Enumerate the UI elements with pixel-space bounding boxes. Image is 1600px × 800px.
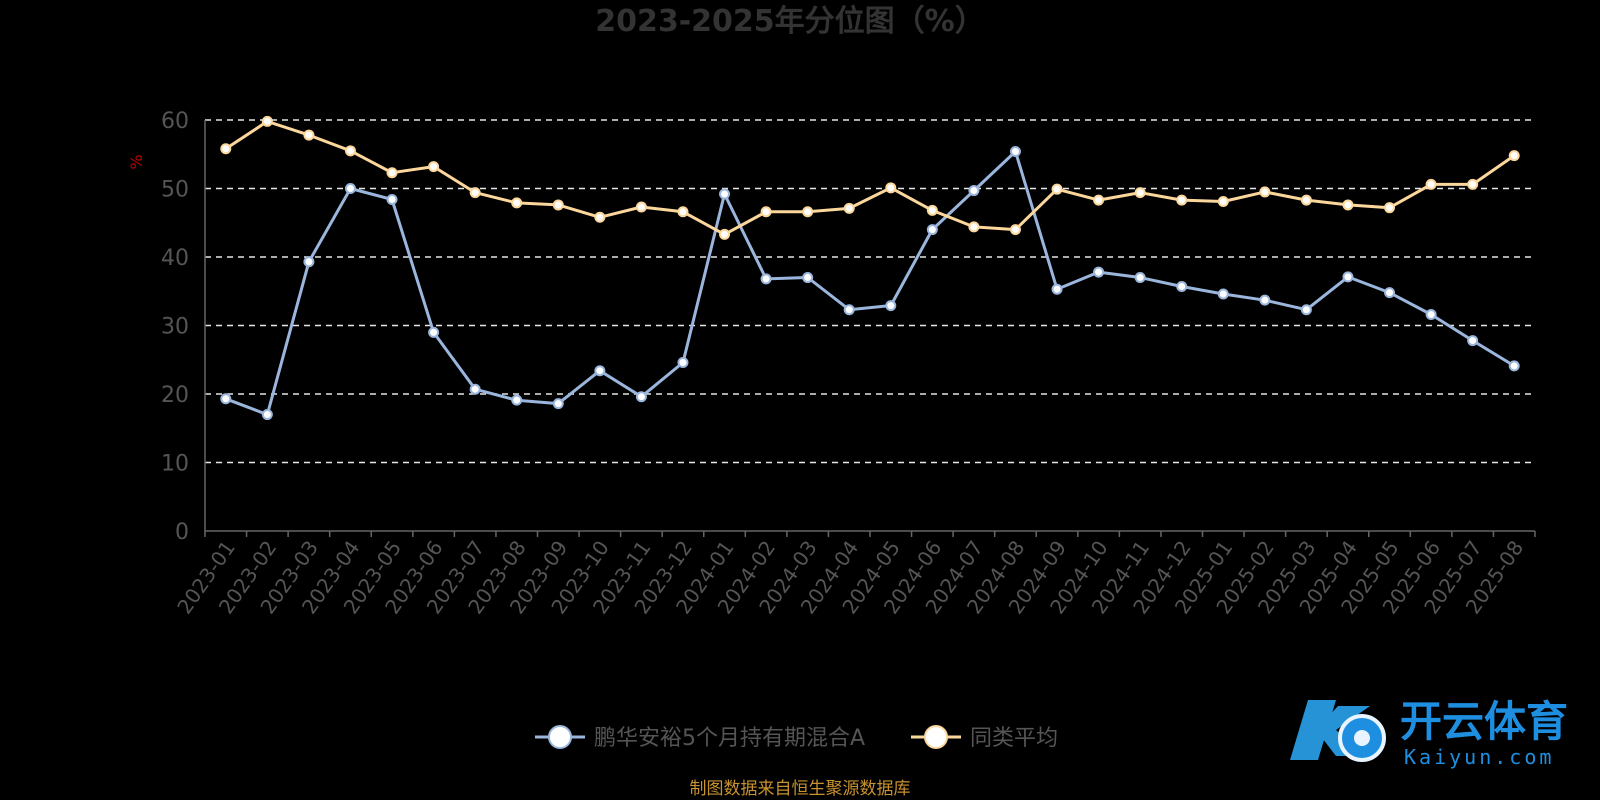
data-point [261,409,273,421]
legend: 鹏华安裕5个月持有期混合A 同类平均 [535,725,1058,751]
data-point [760,206,772,218]
y-tick-label: 10 [161,452,189,477]
data-point [843,202,855,214]
data-point [885,182,897,194]
data-point [344,145,356,157]
data-point [1217,288,1229,300]
data-point [386,167,398,179]
data-point [511,197,523,209]
data-point [802,206,814,218]
data-point [594,211,606,223]
data-point [1384,202,1396,214]
series-layer [220,115,1520,421]
legend-item-2: 同类平均 [911,725,1058,751]
series-line [224,119,1516,236]
data-point [1342,199,1354,211]
data-point [677,206,689,218]
legend-item-1: 鹏华安裕5个月持有期混合A [535,725,865,751]
data-point [802,272,814,284]
data-point [1508,360,1520,372]
data-point [1093,266,1105,278]
data-point [719,228,731,240]
data-point [1009,224,1021,236]
legend-label: 同类平均 [970,726,1058,751]
data-point [1176,194,1188,206]
series-2 [220,115,1520,240]
data-point [968,185,980,197]
data-point [1508,150,1520,162]
data-point [1176,280,1188,292]
data-point [303,256,315,268]
data-point [926,224,938,236]
data-point [552,398,564,410]
watermark-logo: 开云体育 Kaiyun.com [1290,697,1568,769]
data-point [1051,283,1063,295]
data-point [552,199,564,211]
data-point [968,221,980,233]
data-point [1342,271,1354,283]
data-point [1134,272,1146,284]
data-point [511,394,523,406]
data-point [1425,309,1437,321]
legend-marker [548,725,572,749]
y-tick-label: 50 [161,178,189,203]
legend-marker [924,725,948,749]
axes: 01020304050602023-012023-022023-032023-0… [161,109,1536,618]
grid-lines [205,119,1535,464]
data-point [1134,187,1146,199]
data-point [428,326,440,338]
data-point [594,365,606,377]
data-point [344,183,356,194]
data-point [1217,196,1229,208]
data-point [926,204,938,216]
data-point [635,201,647,213]
data-point [760,273,772,285]
y-axis-label: % [127,154,146,169]
series-line [225,150,1515,417]
chart-title: 2023-2025年分位图（%） [595,4,985,39]
data-point [469,187,481,199]
series-1 [220,146,1520,421]
data-point [1300,194,1312,206]
data-point [885,300,897,312]
watermark-cn: 开云体育 [1400,697,1568,746]
data-source-note: 制图数据来自恒生聚源数据库 [690,779,911,799]
y-tick-label: 40 [161,246,189,271]
data-point [1009,146,1021,158]
data-point [635,391,647,403]
data-point [261,115,273,127]
data-point [1467,335,1479,347]
data-point [1093,194,1105,206]
data-point [386,193,398,205]
y-tick-label: 0 [175,520,189,545]
data-point [1384,287,1396,299]
data-point [1300,304,1312,316]
data-point [1467,178,1479,190]
y-tick-label: 60 [161,109,189,134]
y-tick-label: 20 [161,383,189,408]
data-point [220,143,232,155]
data-point [428,161,440,173]
data-point [469,383,481,395]
watermark-en: Kaiyun.com [1404,745,1554,769]
data-point [1425,178,1437,190]
y-tick-label: 30 [161,315,189,340]
data-point [1051,183,1063,195]
data-point [1259,294,1271,306]
legend-label: 鹏华安裕5个月持有期混合A [594,726,865,751]
data-point [677,356,689,368]
data-point [843,304,855,316]
data-point [220,393,232,405]
data-point [303,129,315,141]
data-point [719,188,731,200]
data-point [1259,186,1271,198]
